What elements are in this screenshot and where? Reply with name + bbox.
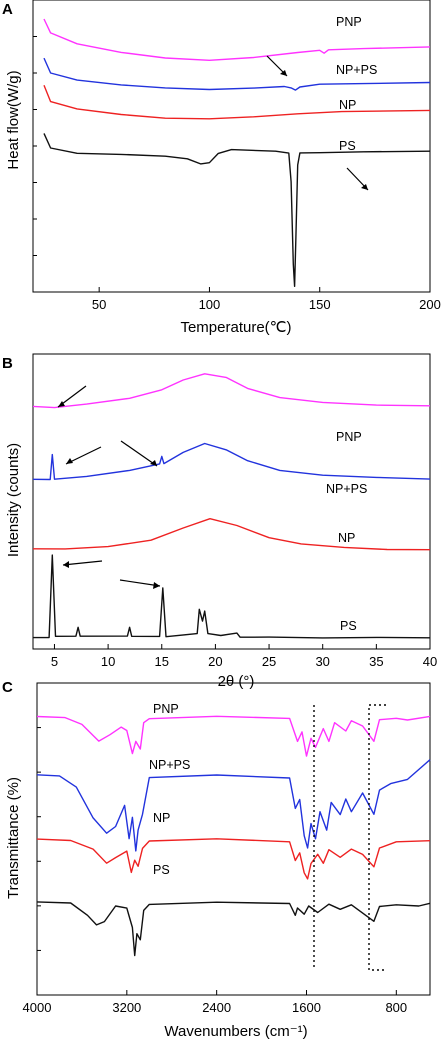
plot-frame-a <box>32 0 431 293</box>
series-line-a-np <box>43 84 431 120</box>
series-line-a-np-ps <box>43 57 431 91</box>
series-line-b-np <box>32 518 431 551</box>
x-tick-label-c-4: 800 <box>385 1000 407 1015</box>
y-axis-title-a: Heat flow(W/g) <box>5 70 22 169</box>
series-line-c-np-ps <box>36 759 431 852</box>
series-line-c-ps <box>36 901 431 957</box>
plot-frame-b <box>32 353 431 650</box>
panel-a: A 50 100 150 200 PNP NP+PS NP PS Temperature(℃… <box>2 0 441 336</box>
series-group-a <box>43 18 431 287</box>
x-axis-title-c: Wavenumbers (cm⁻¹) <box>164 1023 307 1040</box>
tick-group-c: 4000 3200 2400 1600 800 <box>23 727 407 1015</box>
series-label-b-np: NP <box>338 531 355 545</box>
x-tick-label-a-2: 150 <box>309 297 331 312</box>
tick-group-a: 50 100 150 200 <box>33 36 441 312</box>
x-tick-label-c-1: 3200 <box>112 1000 141 1015</box>
x-tick-label-a-3: 200 <box>419 297 441 312</box>
panel-letter-b: B <box>2 355 13 372</box>
series-label-b-ps: PS <box>340 619 357 633</box>
arrow-a-npps <box>266 55 288 77</box>
x-tick-label-b-1: 10 <box>101 654 115 669</box>
arrow-b-pnp <box>57 385 87 408</box>
series-label-c-np: NP <box>153 811 170 825</box>
x-tick-label-c-0: 4000 <box>23 1000 52 1015</box>
series-line-a-ps <box>43 133 431 287</box>
x-tick-label-b-3: 20 <box>208 654 222 669</box>
x-axis-title-a: Temperature(℃) <box>180 319 291 336</box>
x-tick-label-b-0: 5 <box>51 654 58 669</box>
panel-letter-a: A <box>2 1 13 18</box>
x-tick-label-b-2: 15 <box>155 654 169 669</box>
series-label-group-a: PNP NP+PS NP PS <box>336 15 377 153</box>
x-tick-label-a-0: 50 <box>92 297 106 312</box>
x-tick-label-b-7: 40 <box>423 654 437 669</box>
x-tick-label-c-2: 2400 <box>202 1000 231 1015</box>
series-label-b-np-ps: NP+PS <box>326 482 367 496</box>
arrow-b-ps-1 <box>62 560 103 568</box>
series-label-group-c: PNP NP+PS NP PS <box>149 702 190 877</box>
plot-frame-c <box>36 682 431 996</box>
arrow-a-ps <box>346 167 369 191</box>
dotted-marker-bracket <box>368 704 386 971</box>
series-line-b-np-ps <box>32 442 431 481</box>
x-tick-label-c-3: 1600 <box>292 1000 321 1015</box>
series-label-c-pnp: PNP <box>153 702 179 716</box>
series-line-b-pnp <box>32 373 431 409</box>
tick-group-b: 5 10 15 20 25 30 35 40 <box>51 644 437 669</box>
series-group-c <box>36 715 431 957</box>
series-label-a-np: NP <box>339 98 356 112</box>
x-tick-label-b-4: 25 <box>262 654 276 669</box>
series-label-b-pnp: PNP <box>336 430 362 444</box>
arrow-b-npps-1 <box>65 446 102 465</box>
series-line-c-pnp <box>36 715 431 757</box>
x-axis-title-b: 2θ (°) <box>218 673 255 690</box>
series-line-c-np <box>36 838 431 880</box>
panel-b: B 5 10 15 20 25 30 35 40 PNP NP+PS NP PS 2θ (°) In… <box>2 353 437 690</box>
arrow-b-npps-2 <box>120 440 158 467</box>
y-axis-title-c: Transmittance (%) <box>5 777 22 899</box>
arrow-b-ps-2 <box>119 579 161 589</box>
series-label-c-np-ps: NP+PS <box>149 758 190 772</box>
panel-letter-c: C <box>2 679 13 696</box>
series-label-group-b: PNP NP+PS NP PS <box>326 430 367 633</box>
x-tick-label-a-1: 100 <box>199 297 221 312</box>
x-tick-label-b-5: 30 <box>315 654 329 669</box>
series-label-c-ps: PS <box>153 863 170 877</box>
series-label-a-pnp: PNP <box>336 15 362 29</box>
series-group-b <box>32 373 431 639</box>
y-axis-title-b: Intensity (counts) <box>5 443 22 557</box>
series-label-a-ps: PS <box>339 139 356 153</box>
panel-c: C 4000 3200 2400 1600 800 PNP NP+PS NP PS Waven… <box>2 679 431 1040</box>
series-line-b-ps <box>32 554 431 639</box>
x-tick-label-b-6: 35 <box>369 654 383 669</box>
series-label-a-np-ps: NP+PS <box>336 63 377 77</box>
series-line-a-pnp <box>43 18 431 61</box>
